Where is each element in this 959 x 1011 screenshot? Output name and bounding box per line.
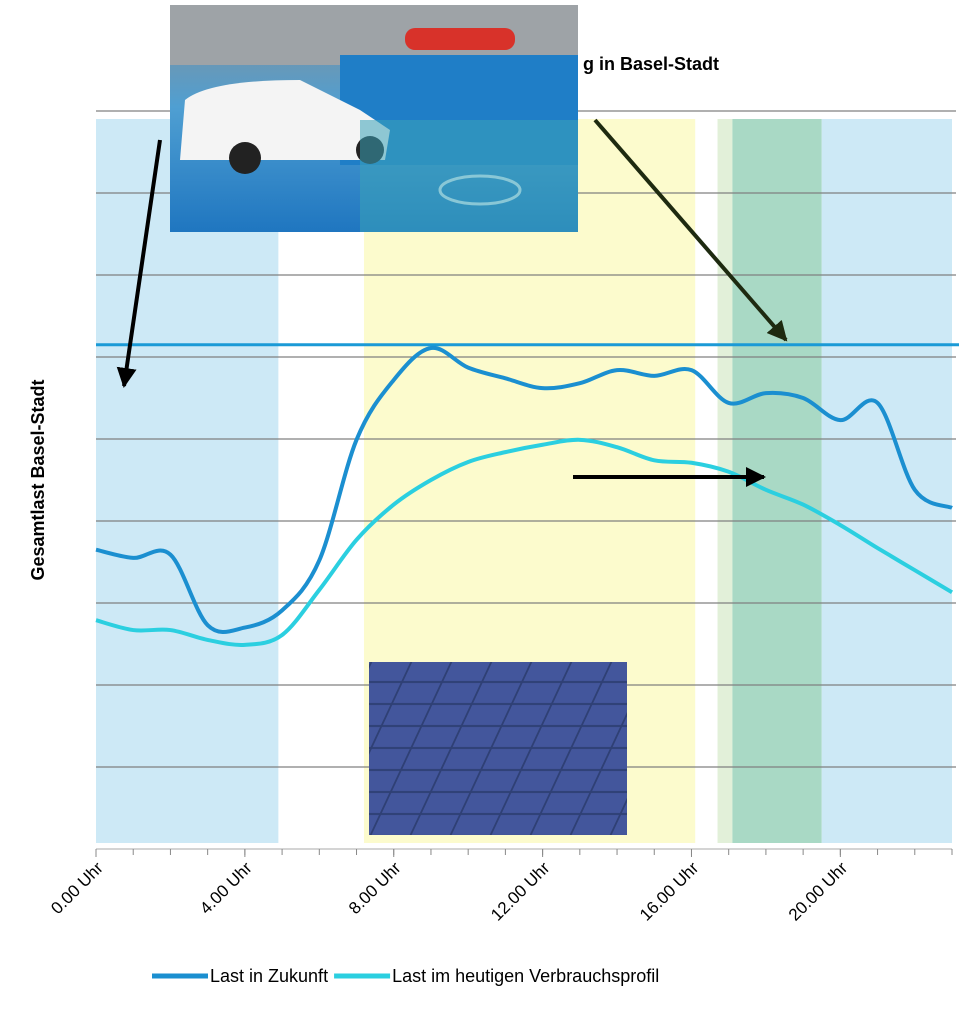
photo-solar [369,662,627,835]
band [96,119,279,843]
x-tick-label: 20.00 Uhr [785,858,851,924]
legend-label: Last im heutigen Verbrauchsprofil [392,966,659,986]
x-axis: 0.00 Uhr 4.00 Uhr 8.00 Uhr 12.00 Uhr 16.00 U… [47,848,953,925]
x-tick-label: 0.00 Uhr [47,858,107,918]
arrow [116,139,162,388]
arrow [593,118,788,342]
legend-label: Last in Zukunft [210,966,328,986]
bands [96,119,952,843]
band [821,119,952,843]
x-tick-label: 12.00 Uhr [487,858,553,924]
series-line [95,345,953,634]
x-tick-label: 8.00 Uhr [345,858,405,918]
lines [95,343,959,647]
photo-garage [170,5,578,232]
x-tick-label: 16.00 Uhr [636,858,702,924]
y-axis-label: Gesamtlast Basel-Stadt [28,379,48,580]
series-line [95,437,954,647]
x-tick-label: 4.00 Uhr [196,858,256,918]
legend: Last in Zukunft Last im heutigen Verbrauc… [152,966,659,986]
band [717,119,733,843]
chart-title: g in Basel-Stadt [583,54,719,74]
